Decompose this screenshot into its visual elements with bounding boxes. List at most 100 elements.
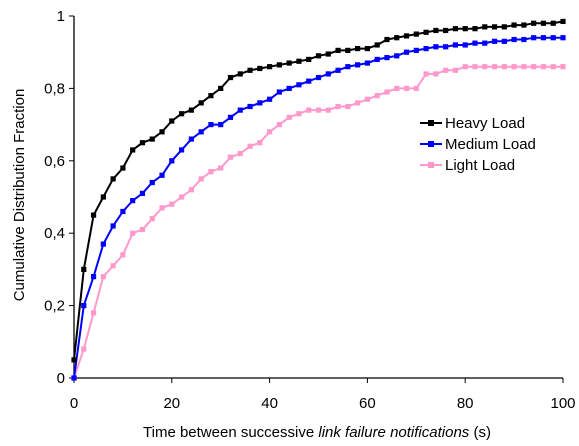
data-point-medium-load	[178, 147, 185, 153]
data-point-heavy-load	[482, 24, 488, 30]
data-point-medium-load	[169, 158, 175, 164]
data-point-light-load	[178, 194, 185, 200]
data-point-heavy-load	[364, 45, 370, 52]
data-point-light-load	[90, 310, 97, 316]
y-tick-label: 0,2	[44, 298, 65, 315]
data-point-light-load	[247, 143, 253, 149]
y-tick-label: 0	[57, 370, 65, 387]
data-point-heavy-load	[560, 18, 566, 25]
data-point-medium-load	[90, 274, 97, 280]
data-point-medium-load	[472, 40, 478, 46]
data-point-heavy-load	[81, 266, 87, 272]
data-point-heavy-load	[286, 60, 292, 66]
y-axis-title: Cumulative Distribution Fraction	[11, 89, 28, 302]
data-point-medium-load	[394, 53, 400, 59]
series-medium-load	[71, 35, 566, 381]
data-point-heavy-load	[345, 47, 351, 53]
data-point-heavy-load	[90, 212, 97, 218]
data-point-heavy-load	[149, 136, 155, 142]
data-point-heavy-load	[267, 64, 273, 70]
data-point-heavy-load	[521, 22, 527, 28]
data-point-medium-load	[296, 82, 302, 88]
x-tick-label: 0	[70, 395, 78, 412]
legend-swatch-marker	[428, 141, 434, 147]
data-point-heavy-load	[227, 74, 234, 81]
data-point-medium-load	[550, 35, 556, 41]
data-point-light-load	[540, 64, 547, 70]
data-point-light-load	[511, 64, 517, 70]
data-point-light-load	[120, 252, 126, 258]
data-point-heavy-load	[218, 85, 224, 91]
series-light-load	[71, 64, 566, 381]
data-point-medium-load	[188, 136, 194, 142]
legend-label: Medium Load	[445, 136, 536, 153]
data-point-medium-load	[257, 100, 263, 106]
data-point-medium-load	[482, 40, 488, 46]
data-point-heavy-load	[276, 62, 282, 68]
x-tick-label: 80	[457, 395, 474, 412]
data-point-light-load	[315, 107, 322, 113]
data-point-heavy-load	[169, 118, 175, 124]
data-point-medium-load	[149, 179, 155, 186]
data-point-heavy-load	[501, 24, 507, 30]
data-point-light-load	[472, 64, 478, 70]
data-point-heavy-load	[403, 33, 410, 39]
data-point-medium-load	[110, 223, 116, 229]
data-point-medium-load	[286, 85, 292, 91]
x-tick-label: 60	[359, 395, 376, 412]
data-point-heavy-load	[257, 65, 263, 72]
data-point-medium-load	[452, 42, 459, 48]
data-point-heavy-load	[355, 45, 361, 52]
data-point-light-load	[433, 71, 439, 77]
data-point-light-load	[130, 230, 136, 236]
x-axis-title-prefix: Time between successive	[143, 424, 318, 441]
data-point-medium-load	[540, 35, 547, 41]
data-point-medium-load	[531, 35, 537, 41]
data-point-light-load	[218, 165, 224, 171]
data-point-heavy-load	[178, 111, 185, 117]
y-tick-label: 0,6	[44, 153, 65, 170]
data-point-medium-load	[227, 114, 234, 120]
data-point-medium-load	[159, 172, 165, 178]
data-point-light-load	[452, 67, 459, 73]
data-point-heavy-load	[540, 20, 547, 26]
data-point-heavy-load	[335, 47, 341, 53]
data-point-medium-load	[198, 129, 204, 135]
data-point-heavy-load	[394, 35, 400, 41]
series-heavy-load	[71, 18, 566, 363]
data-point-light-load	[345, 103, 351, 110]
data-point-light-load	[335, 103, 341, 110]
data-point-heavy-load	[462, 26, 468, 32]
data-point-light-load	[188, 187, 194, 193]
data-point-light-load	[237, 150, 243, 157]
legend-item-heavy-load: Heavy Load	[420, 115, 525, 132]
data-point-medium-load	[120, 208, 126, 215]
data-point-medium-load	[71, 375, 77, 381]
data-point-light-load	[100, 274, 106, 280]
data-point-light-load	[208, 169, 214, 175]
data-point-medium-load	[403, 49, 410, 55]
x-axis-title-suffix: (s)	[469, 424, 491, 441]
data-point-heavy-load	[511, 22, 517, 28]
data-point-heavy-load	[443, 27, 449, 34]
data-point-medium-load	[443, 44, 449, 50]
data-point-heavy-load	[247, 67, 253, 73]
data-point-heavy-load	[71, 357, 77, 363]
data-point-medium-load	[139, 190, 146, 196]
data-point-light-load	[306, 107, 312, 113]
data-point-heavy-load	[130, 147, 136, 153]
data-point-heavy-load	[188, 107, 194, 113]
data-point-medium-load	[521, 36, 527, 43]
data-point-medium-load	[560, 35, 566, 41]
series-layer	[71, 18, 566, 381]
data-point-light-load	[159, 205, 165, 211]
legend: Heavy Load Medium Load Light Load	[420, 115, 536, 174]
data-point-light-load	[482, 64, 488, 70]
data-point-medium-load	[218, 122, 224, 128]
data-point-light-load	[139, 226, 146, 233]
data-point-light-load	[227, 154, 234, 160]
data-point-medium-load	[413, 47, 419, 53]
data-point-light-load	[355, 100, 361, 106]
data-point-medium-load	[315, 74, 322, 81]
